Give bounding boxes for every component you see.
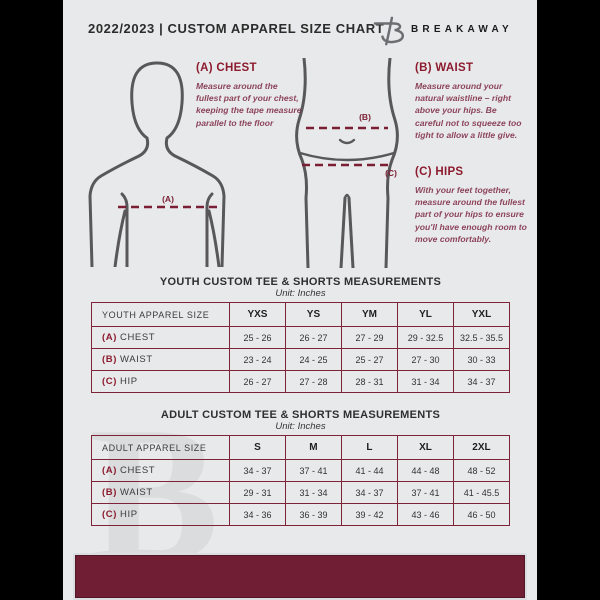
youth-size-table: YOUTH APPAREL SIZE YXS YS YM YL YXL (A) CHEST 25…	[91, 302, 511, 393]
size-column-header: YXL	[452, 302, 511, 327]
measurement-value-cell: 31 - 34	[396, 370, 454, 393]
youth-table-unit: Unit: Inches	[275, 288, 326, 299]
apparel-size-label: YOUTH APPAREL SIZE	[91, 302, 230, 327]
breakaway-b-logo-icon	[373, 15, 407, 47]
measurement-row: (A) CHEST 25 - 26 26 - 27 27 - 29 29 - 32.5 32…	[91, 326, 511, 349]
youth-size-section: YOUTH CUSTOM TEE & SHORTS MEASUREMENTS U…	[91, 276, 511, 393]
measurement-value-cell: 36 - 39	[284, 503, 342, 526]
measurement-value-cell: 30 - 33	[452, 348, 511, 371]
measurement-value-cell: 31 - 34	[284, 481, 342, 504]
measurement-value-cell: 46 - 50	[452, 503, 511, 526]
measurement-value-cell: 29 - 32.5	[396, 326, 454, 349]
measurement-value-cell: 27 - 28	[284, 370, 342, 393]
size-column-header: YS	[284, 302, 342, 327]
size-column-header: YL	[396, 302, 454, 327]
chest-heading: (A) CHEST	[196, 62, 257, 74]
apparel-size-label: ADULT APPAREL SIZE	[91, 435, 230, 460]
page-canvas: 2022/2023 | CUSTOM APPAREL SIZE CHART BR…	[63, 0, 537, 600]
measurement-row-label: (B) WAIST	[91, 348, 230, 371]
measurement-key: (C)	[102, 509, 117, 520]
measurement-value-cell: 37 - 41	[396, 481, 454, 504]
lower-body-figure-illustration	[292, 58, 402, 268]
adult-table-unit: Unit: Inches	[275, 421, 326, 432]
measurement-value-cell: 27 - 30	[396, 348, 454, 371]
measurement-row-label: (A) CHEST	[91, 326, 230, 349]
size-table-header-row: ADULT APPAREL SIZE S M L XL 2XL	[91, 435, 511, 460]
measurement-value-cell: 27 - 29	[340, 326, 398, 349]
measurement-value-cell: 25 - 26	[228, 326, 286, 349]
adult-size-table: ADULT APPAREL SIZE S M L XL 2XL (A) CHEST 34 - 3…	[91, 435, 511, 526]
chest-instructions: Measure around the fullest part of your …	[196, 81, 302, 128]
size-column-header: M	[284, 435, 342, 460]
waist-heading: (B) WAIST	[415, 62, 474, 74]
size-column-header: YM	[340, 302, 398, 327]
measurement-value-cell: 39 - 42	[340, 503, 398, 526]
measurement-value-cell: 29 - 31	[228, 481, 286, 504]
adult-size-section: ADULT CUSTOM TEE & SHORTS MEASUREMENTS U…	[91, 409, 511, 526]
measurement-row-label: (C) HIP	[91, 370, 230, 393]
chest-marker-label: (A)	[162, 194, 174, 204]
measurement-row: (B) WAIST 29 - 31 31 - 34 34 - 37 37 - 41 41 -…	[91, 481, 511, 504]
measurement-value-cell: 32.5 - 35.5	[452, 326, 511, 349]
measurement-value-cell: 26 - 27	[228, 370, 286, 393]
measurement-row-label: (A) CHEST	[91, 459, 230, 482]
measurement-value-cell: 34 - 37	[340, 481, 398, 504]
measurement-value-cell: 24 - 25	[284, 348, 342, 371]
measurement-value-cell: 34 - 37	[452, 370, 511, 393]
measurement-key: (B)	[102, 487, 117, 498]
hips-heading: (C) HIPS	[415, 166, 464, 178]
measurement-row: (C) HIP 34 - 36 36 - 39 39 - 42 43 - 46 46 - 5…	[91, 503, 511, 526]
measurement-value-cell: 41 - 45.5	[452, 481, 511, 504]
measurement-value-cell: 28 - 31	[340, 370, 398, 393]
size-column-header: YXS	[228, 302, 286, 327]
size-column-header: XL	[396, 435, 454, 460]
measurement-value-cell: 44 - 48	[396, 459, 454, 482]
adult-table-title: ADULT CUSTOM TEE & SHORTS MEASUREMENTS	[160, 409, 441, 421]
size-table-header-row: YOUTH APPAREL SIZE YXS YS YM YL YXL	[91, 302, 511, 327]
torso-figure-illustration	[73, 55, 233, 267]
measurement-value-cell: 41 - 44	[340, 459, 398, 482]
measurement-row: (C) HIP 26 - 27 27 - 28 28 - 31 31 - 34 34 - 3…	[91, 370, 511, 393]
measurement-key: (C)	[102, 376, 117, 387]
measurement-key: (B)	[102, 354, 117, 365]
brand-name: BREAKAWAY	[411, 24, 513, 35]
measurement-key: (A)	[102, 465, 117, 476]
hips-instructions: With your feet together, measure around …	[415, 185, 527, 244]
measurement-row-label: (B) WAIST	[91, 481, 230, 504]
size-column-header: L	[340, 435, 398, 460]
measurement-row-label: (C) HIP	[91, 503, 230, 526]
waist-marker-label: (B)	[359, 112, 371, 122]
size-column-header: S	[228, 435, 286, 460]
size-column-header: 2XL	[452, 435, 511, 460]
measurement-row: (B) WAIST 23 - 24 24 - 25 25 - 27 27 - 30 30 -…	[91, 348, 511, 371]
measurement-row: (A) CHEST 34 - 37 37 - 41 41 - 44 44 - 48 48 -…	[91, 459, 511, 482]
measurement-value-cell: 23 - 24	[228, 348, 286, 371]
measurement-value-cell: 37 - 41	[284, 459, 342, 482]
youth-table-title: YOUTH CUSTOM TEE & SHORTS MEASUREMENTS	[159, 276, 442, 288]
footer-accent-bar	[73, 553, 527, 600]
waist-instructions: Measure around your natural waistline – …	[415, 81, 522, 140]
hips-marker-label: (C)	[385, 168, 397, 178]
page-title: 2022/2023 | CUSTOM APPAREL SIZE CHART	[88, 21, 385, 36]
measurement-value-cell: 34 - 36	[228, 503, 286, 526]
measurement-value-cell: 43 - 46	[396, 503, 454, 526]
measurement-value-cell: 34 - 37	[228, 459, 286, 482]
measurement-value-cell: 26 - 27	[284, 326, 342, 349]
measurement-key: (A)	[102, 332, 117, 343]
measurement-value-cell: 25 - 27	[340, 348, 398, 371]
measurement-value-cell: 48 - 52	[452, 459, 511, 482]
